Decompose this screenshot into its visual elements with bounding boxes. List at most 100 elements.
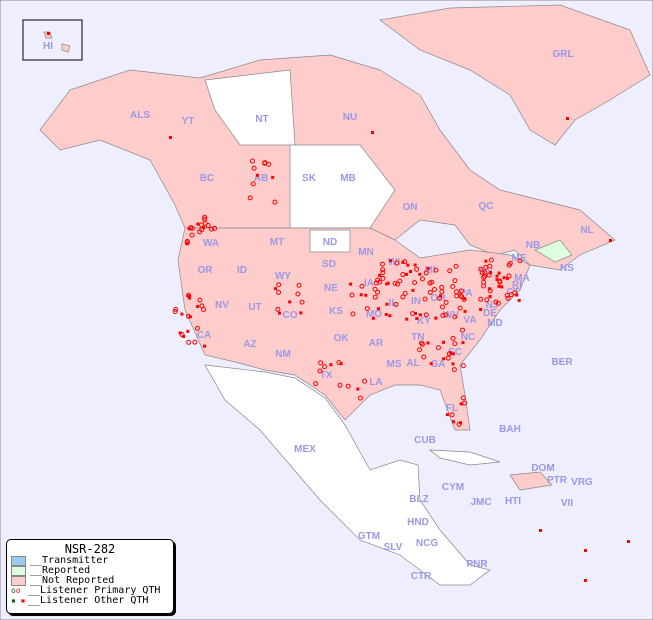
listener-primary-marker [197, 297, 203, 303]
listener-primary-marker [372, 294, 378, 300]
listener-primary-marker [457, 305, 463, 311]
region-label-ca: CA [197, 330, 211, 341]
region-label-ma: MA [514, 273, 530, 284]
region-label-ns: NS [560, 263, 574, 274]
listener-primary-marker [188, 225, 194, 231]
listener-primary-marker [482, 270, 488, 276]
listener-other-marker [584, 549, 587, 552]
circle-marker-icon: oo [11, 586, 21, 595]
legend-label: __Not Reported [30, 575, 115, 586]
listener-primary-marker [452, 314, 458, 320]
listener-other-marker [426, 266, 430, 270]
region-label-in: IN [411, 296, 421, 307]
region-label-ncg: NCG [416, 538, 438, 549]
region-nt-unreported [204, 69, 296, 146]
region-label-nl: NL [580, 225, 593, 236]
listener-primary-marker [452, 341, 458, 347]
region-label-wi: WI [388, 257, 400, 268]
region-label-mb: MB [340, 173, 356, 184]
listener-primary-marker [450, 283, 456, 289]
listener-primary-marker [198, 222, 204, 228]
listener-primary-marker [276, 289, 282, 295]
listener-primary-marker [400, 272, 406, 278]
region-label-wa: WA [203, 238, 219, 249]
listener-other-marker [196, 305, 200, 309]
region-label-nb: NB [526, 240, 540, 251]
region-label-hi: HI [43, 41, 53, 52]
region-label-ctr: CTR [411, 571, 432, 582]
region-label-ber: BER [551, 357, 573, 368]
region-label-cym: CYM [442, 482, 464, 493]
listener-other-marker [451, 352, 455, 356]
listener-primary-marker [299, 299, 305, 305]
listener-primary-marker [199, 303, 205, 309]
region-label-slv: SLV [384, 542, 403, 553]
region-label-ok: OK [334, 333, 350, 344]
listener-other-marker [187, 294, 191, 298]
listener-other-marker [274, 287, 278, 291]
listener-primary-marker [422, 296, 428, 302]
listener-primary-marker [447, 268, 453, 274]
region-label-nv: NV [215, 300, 229, 311]
listener-primary-marker [478, 296, 484, 302]
legend-label: __Reported [30, 565, 91, 576]
listener-other-marker [434, 316, 438, 320]
listener-primary-marker [251, 165, 257, 171]
region-label-ga: GA [431, 359, 446, 370]
listener-primary-marker [362, 378, 368, 384]
listener-other-marker [439, 294, 443, 298]
listener-primary-marker [249, 158, 255, 164]
listener-other-marker [406, 263, 410, 267]
region-label-vrg: VRG [571, 477, 593, 488]
legend: NSR-282 __Transmitter __Reported __Not R… [6, 539, 174, 614]
listener-primary-marker [419, 341, 425, 347]
listener-primary-marker [493, 299, 499, 305]
region-label-gtm: GTM [358, 531, 380, 542]
listener-primary-marker [336, 360, 342, 366]
region-nova-scotia-reported [534, 239, 573, 263]
region-label-wv: WV [443, 310, 459, 321]
listener-primary-marker [451, 367, 457, 373]
listener-other-marker [180, 312, 184, 316]
listener-other-marker [429, 362, 433, 366]
listener-other-marker [495, 274, 499, 278]
listener-other-marker [178, 331, 182, 335]
listener-primary-marker [421, 354, 427, 360]
listener-primary-marker [276, 282, 282, 288]
listener-primary-marker [440, 304, 446, 310]
region-label-grl: GRL [552, 49, 573, 60]
region-label-yt: YT [182, 116, 195, 127]
listener-other-marker [488, 271, 492, 275]
listener-other-marker [359, 293, 363, 297]
listener-primary-marker [186, 313, 192, 319]
region-label-ms: MS [387, 359, 402, 370]
region-label-or: OR [198, 265, 214, 276]
listener-primary-marker [484, 297, 490, 303]
listener-other-marker [488, 287, 492, 291]
region-label-co: CO [283, 310, 298, 321]
region-label-jmc: JMC [470, 497, 491, 508]
listener-primary-marker [439, 289, 445, 295]
region-label-tn: TN [411, 332, 424, 343]
listener-other-marker [386, 281, 390, 285]
listener-primary-marker [412, 280, 418, 286]
region-label-pnr: PNR [466, 559, 488, 570]
listener-other-marker [461, 341, 465, 345]
listener-primary-marker [337, 382, 343, 388]
legend-item-transmitter: __Transmitter [7, 556, 173, 566]
listener-primary-marker [247, 195, 253, 201]
legend-label: __Listener Primary QTH [28, 585, 161, 596]
listener-other-marker [169, 136, 172, 139]
listener-primary-marker [452, 278, 458, 284]
listener-other-marker [539, 529, 542, 532]
listener-primary-marker [456, 421, 462, 427]
region-label-on: ON [403, 202, 418, 213]
listener-primary-marker [250, 181, 256, 187]
listener-other-marker [356, 387, 360, 391]
listener-primary-marker [345, 383, 351, 389]
transmitter-swatch [11, 556, 26, 566]
listener-primary-marker [392, 280, 398, 286]
listener-other-marker [376, 307, 380, 311]
listener-other-marker [405, 317, 409, 321]
region-label-nd: ND [323, 237, 337, 248]
